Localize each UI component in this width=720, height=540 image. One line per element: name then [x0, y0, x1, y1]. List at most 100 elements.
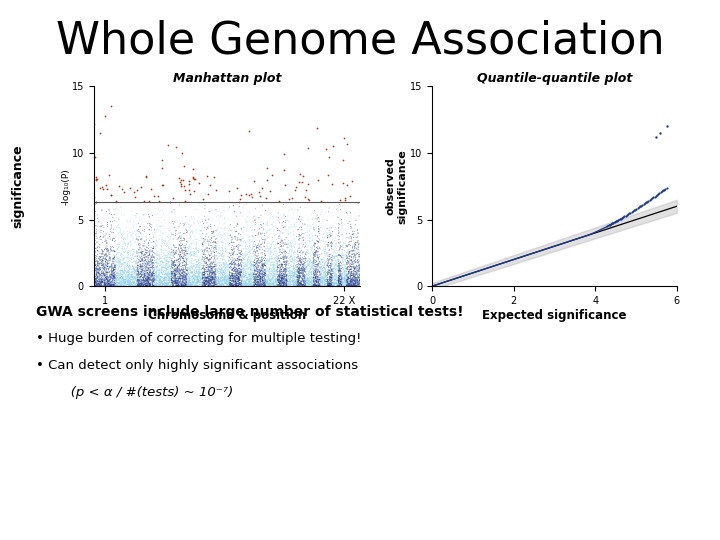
- Point: [119, 281, 130, 290]
- Point: [217, 280, 228, 288]
- Point: [290, 279, 302, 287]
- Point: [279, 265, 291, 274]
- Point: [287, 276, 298, 285]
- Point: [317, 258, 328, 266]
- Point: [107, 267, 119, 276]
- Point: [217, 249, 228, 258]
- Point: [161, 232, 173, 241]
- Point: [175, 234, 186, 242]
- Point: [279, 218, 291, 227]
- Point: [197, 269, 208, 278]
- Point: [266, 254, 277, 263]
- Point: [248, 273, 259, 282]
- Point: [280, 281, 292, 290]
- Point: [143, 225, 155, 234]
- Point: [138, 276, 149, 285]
- Point: [94, 263, 105, 272]
- Point: [179, 197, 191, 206]
- Point: [304, 264, 315, 273]
- Point: [96, 248, 108, 256]
- Point: [261, 279, 273, 287]
- Point: [115, 272, 127, 281]
- Point: [252, 278, 264, 286]
- Point: [102, 281, 113, 290]
- Point: [322, 279, 333, 287]
- Point: [293, 261, 305, 269]
- Point: [166, 274, 178, 283]
- Point: [293, 215, 305, 224]
- Point: [245, 273, 256, 282]
- Point: [251, 280, 263, 289]
- Point: [105, 243, 117, 252]
- Point: [172, 269, 184, 278]
- Point: [315, 262, 327, 271]
- Point: [299, 279, 310, 287]
- Point: [207, 259, 219, 267]
- Point: [190, 244, 202, 253]
- Point: [314, 244, 325, 253]
- Point: [261, 279, 272, 287]
- Point: [130, 252, 141, 261]
- Point: [169, 266, 181, 274]
- Point: [253, 245, 265, 253]
- Point: [132, 240, 144, 248]
- Point: [142, 266, 153, 274]
- Point: [348, 262, 360, 271]
- Point: [129, 187, 140, 196]
- Point: [191, 279, 202, 288]
- Point: [240, 261, 252, 270]
- Point: [265, 277, 276, 286]
- Point: [246, 265, 257, 273]
- Point: [229, 259, 240, 267]
- Point: [224, 271, 235, 279]
- Point: [230, 279, 241, 288]
- Point: [315, 255, 326, 264]
- Point: [282, 244, 293, 252]
- Point: [269, 258, 280, 267]
- Point: [199, 247, 210, 255]
- Point: [324, 273, 336, 282]
- Point: [113, 269, 125, 278]
- Point: [98, 265, 109, 274]
- Point: [274, 278, 286, 286]
- Point: [154, 278, 166, 287]
- Point: [268, 278, 279, 286]
- Point: [210, 271, 221, 279]
- Point: [260, 278, 271, 287]
- Point: [330, 279, 342, 287]
- Point: [232, 265, 243, 274]
- Point: [139, 273, 150, 281]
- Point: [312, 224, 324, 233]
- Point: [323, 279, 334, 288]
- Point: [267, 280, 279, 288]
- Point: [202, 281, 214, 290]
- Point: [179, 246, 190, 254]
- Point: [131, 265, 143, 274]
- Point: [118, 235, 130, 244]
- Point: [91, 273, 103, 282]
- Point: [278, 150, 289, 158]
- Point: [174, 241, 186, 250]
- Point: [251, 261, 263, 270]
- Point: [340, 258, 351, 266]
- Point: [344, 265, 356, 274]
- Point: [103, 281, 114, 290]
- Point: [122, 272, 133, 281]
- Point: [219, 265, 230, 274]
- Point: [119, 268, 130, 277]
- Point: [96, 277, 107, 286]
- Point: [151, 250, 163, 259]
- Point: [214, 265, 225, 273]
- Point: [235, 276, 246, 285]
- Point: [289, 273, 301, 281]
- Point: [275, 242, 287, 251]
- Point: [203, 281, 215, 290]
- Point: [195, 265, 207, 274]
- Point: [315, 237, 327, 245]
- Point: [112, 262, 124, 271]
- Point: [124, 268, 135, 276]
- Point: [122, 279, 134, 287]
- Point: [222, 252, 234, 261]
- Point: [166, 261, 177, 269]
- Point: [258, 281, 269, 290]
